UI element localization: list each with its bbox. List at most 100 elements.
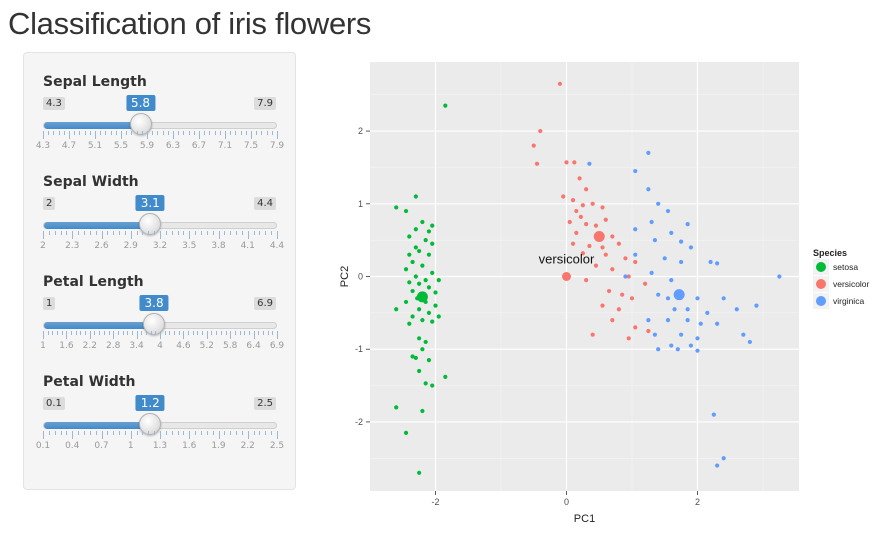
slider-major-tick	[72, 431, 74, 439]
slider-tick-label: 6.3	[165, 141, 181, 151]
slider-tick-label: 6.7	[191, 141, 207, 151]
data-point-setosa	[436, 278, 441, 283]
data-point-versicolor	[626, 274, 631, 279]
slider-major-tick	[183, 331, 185, 339]
slider-max-badge: 7.9	[254, 97, 276, 110]
slider-minor-tick	[48, 431, 50, 435]
slider-minor-tick	[100, 131, 102, 135]
data-point-versicolor	[531, 143, 536, 148]
data-point-setosa	[413, 274, 418, 279]
slider-major-tick	[230, 331, 232, 339]
data-point-virginica	[695, 296, 700, 301]
slider-minor-tick	[265, 231, 267, 235]
slider-max-badge: 2.5	[254, 397, 276, 410]
centroid-versicolor	[593, 231, 605, 243]
data-point-versicolor	[642, 281, 648, 286]
slider-minor-tick	[271, 431, 273, 435]
slider-tick-label: 4.1	[240, 241, 255, 251]
slider-minor-tick	[230, 431, 232, 435]
slider-label: Petal Length	[43, 274, 144, 290]
data-point-virginica	[587, 161, 592, 166]
slider-tick-label: 2.5	[269, 441, 285, 451]
slider-major-tick	[43, 131, 44, 139]
slider-minor-tick	[136, 431, 138, 435]
slider-minor-tick	[256, 131, 258, 135]
data-point-versicolor	[570, 198, 576, 203]
data-point-virginica	[633, 168, 638, 174]
data-point-virginica	[672, 307, 677, 312]
data-point-setosa	[433, 290, 438, 295]
data-point-versicolor	[574, 208, 579, 214]
slider-minor-tick	[224, 431, 226, 435]
slider-major-tick	[72, 231, 74, 239]
slider-tick-label: 2.2	[82, 341, 97, 351]
data-point-setosa	[417, 336, 422, 341]
slider-handle[interactable]	[143, 313, 166, 335]
data-point-virginica	[688, 343, 694, 348]
data-point-setosa	[413, 355, 418, 361]
slider-fill	[44, 322, 156, 329]
data-point-virginica	[679, 239, 684, 244]
slider-major-tick	[247, 431, 249, 439]
slider-minor-tick	[75, 331, 77, 335]
slider-minor-tick	[66, 231, 68, 235]
slider-tick-label: 0.4	[65, 441, 80, 451]
slider-minor-tick	[200, 231, 202, 235]
slider-minor-tick	[183, 131, 185, 135]
slider-minor-tick	[154, 431, 156, 435]
slider-tick-label: 0.7	[94, 441, 109, 451]
slider-minor-tick	[148, 231, 150, 235]
slider-tick-label: 3.2	[152, 241, 168, 251]
slider-minor-tick	[157, 131, 159, 135]
slider-tick-label: 3.8	[211, 241, 226, 251]
data-point-virginica	[656, 347, 661, 352]
data-point-virginica	[662, 256, 667, 261]
slider-min-badge: 0.1	[43, 397, 65, 410]
slider-tick-label: 7.5	[243, 141, 259, 151]
data-point-setosa	[394, 307, 399, 312]
data-point-virginica	[698, 321, 703, 326]
slider-minor-tick	[60, 231, 62, 235]
slider-track[interactable]	[43, 122, 277, 129]
slider-tick-label: 1.6	[182, 441, 197, 451]
data-point-virginica	[747, 339, 752, 345]
slider-tick-labels: 2 2.3 2.6 2.9 3.2 3.5 3.8 4.1 4.4	[40, 241, 284, 253]
slider-major-tick	[69, 131, 70, 139]
slider-minor-tick	[195, 431, 197, 435]
slider-minor-tick	[78, 431, 80, 435]
slider-major-tick	[189, 231, 191, 239]
slider-minor-tick	[89, 431, 91, 435]
slider-major-tick	[43, 431, 44, 439]
slider-minor-tick	[105, 131, 107, 135]
slider-minor-tick	[259, 231, 261, 235]
slider-major-tick	[101, 231, 103, 239]
slider-tick-label: 2.6	[94, 241, 109, 251]
data-point-versicolor	[603, 217, 608, 222]
slider-tick-labels: 0.1 0.4 0.7 1 1.3 1.6 1.9 2.2 2.5	[36, 441, 284, 453]
slider-minor-tick	[261, 131, 263, 135]
slider-minor-tick	[119, 431, 121, 435]
slider-minor-tick	[266, 131, 268, 135]
slider-minor-tick	[188, 131, 190, 135]
data-point-versicolor	[572, 160, 577, 165]
data-point-versicolor	[584, 222, 589, 227]
slider-minor-tick	[94, 331, 96, 335]
slider-fill	[44, 422, 152, 429]
data-point-setosa	[426, 252, 432, 257]
data-point-versicolor	[574, 230, 579, 235]
data-point-versicolor	[629, 296, 635, 301]
slider-label: Sepal Width	[43, 174, 139, 190]
slider-tick-label: 0.1	[35, 441, 51, 451]
data-point-setosa	[430, 223, 435, 228]
data-point-setosa	[430, 383, 435, 388]
slider-min-badge: 1	[43, 297, 56, 310]
slider-minor-tick	[171, 431, 173, 435]
slider-handle[interactable]	[139, 213, 162, 235]
slider-minor-tick	[225, 331, 227, 335]
slider-minor-tick	[142, 431, 144, 435]
slider-handle[interactable]	[129, 113, 152, 135]
legend-label: virginica	[833, 296, 864, 306]
slider-minor-tick	[74, 131, 76, 135]
slider-handle[interactable]	[139, 413, 162, 435]
slider-major-tick	[218, 431, 220, 439]
